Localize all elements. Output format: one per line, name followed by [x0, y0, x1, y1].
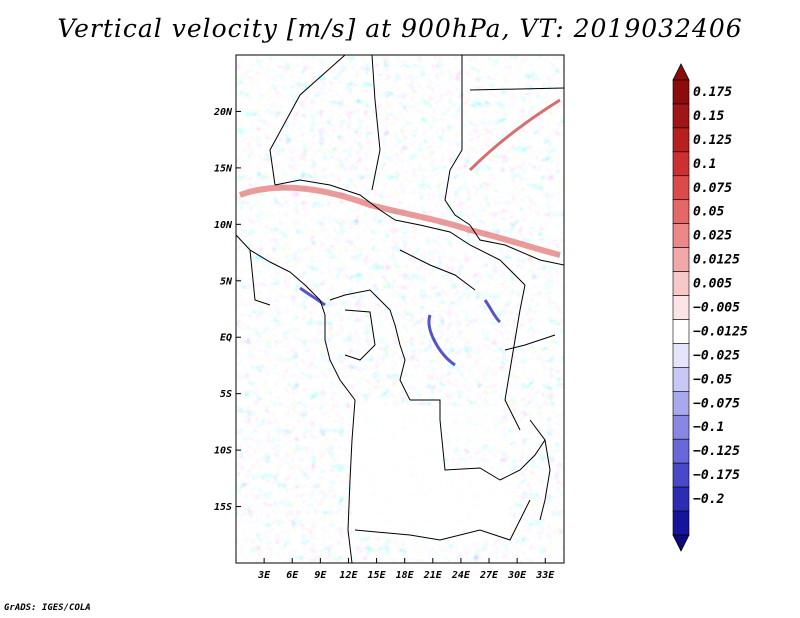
lat-tick-label: 20N — [213, 107, 233, 118]
lon-tick-label: 3E — [257, 570, 271, 581]
colorbar-swatch — [672, 247, 690, 272]
colorbar-swatch — [672, 295, 690, 320]
colorbar-swatch — [672, 438, 690, 464]
colorbar-label: 0.175 — [693, 85, 732, 100]
colorbar-swatch — [672, 103, 690, 129]
lat-tick-label: EQ — [220, 333, 232, 344]
colorbar-swatch — [672, 367, 690, 392]
colorbar-label: 0.05 — [693, 205, 724, 220]
colorbar-label: 0.075 — [693, 181, 732, 196]
colorbar-label: 0.1 — [693, 157, 716, 172]
colorbar-top-arrow — [672, 63, 690, 81]
colorbar-label: 0.025 — [693, 229, 732, 244]
colorbar-label: −0.0125 — [693, 324, 748, 339]
country-borders — [236, 55, 564, 563]
colorbar-label: −0.005 — [693, 301, 740, 316]
colorbar-label: −0.2 — [693, 492, 724, 507]
colorbar-label: −0.175 — [693, 468, 740, 483]
colorbar-swatch — [672, 199, 690, 224]
colorbar-swatch — [672, 271, 690, 296]
map-frame — [235, 54, 565, 564]
colorbar-label: −0.025 — [693, 348, 740, 363]
lon-tick-label: 18E — [396, 570, 415, 581]
colorbar-swatch — [672, 127, 690, 153]
colorbar-label: −0.125 — [693, 444, 740, 459]
colorbar-swatch — [672, 175, 690, 201]
lon-tick-label: 21E — [423, 570, 443, 581]
quiet-region-south — [352, 405, 510, 545]
lat-tick-label: 15S — [214, 502, 232, 513]
colorbar-swatch — [672, 319, 690, 344]
colorbar-bottom-arrow — [672, 534, 690, 552]
grads-credit: GrADS: IGES/COLA — [4, 603, 91, 613]
lon-tick-label: 24E — [451, 570, 471, 581]
lat-tick-label: 10N — [214, 220, 233, 231]
colorbar-label: 0.005 — [693, 277, 732, 292]
lon-tick-label: 15E — [368, 570, 387, 581]
lat-tick-label: 15N — [214, 163, 233, 174]
colorbar-swatch — [672, 486, 690, 512]
colorbar-label: −0.075 — [693, 396, 740, 411]
lat-tick-label: 5N — [220, 276, 233, 287]
latitude-axis: 20N 15N 10N 5N EQ 5S 10S 15S — [213, 107, 241, 513]
chart-title: Vertical velocity [m/s] at 900hPa, VT: 2… — [57, 14, 743, 43]
lat-tick-label: 5S — [220, 389, 232, 400]
colorbar-swatch — [672, 151, 690, 177]
colorbar-label: −0.05 — [693, 372, 732, 387]
colorbar-label: 0.15 — [693, 109, 724, 124]
lon-tick-label: 9E — [314, 570, 327, 581]
colorbar-swatch — [672, 79, 690, 105]
colorbar-label: 0.0125 — [693, 253, 740, 268]
longitude-axis: 3E 6E 9E 12E 15E 18E 21E 24E 27E 30E 33E — [257, 558, 555, 581]
lon-tick-label: 30E — [507, 570, 527, 581]
colorbar-swatch — [672, 223, 690, 248]
lon-tick-label: 6E — [286, 570, 299, 581]
lon-tick-label: 27E — [479, 570, 499, 581]
lat-tick-label: 10S — [214, 446, 232, 457]
colorbar-swatch — [672, 391, 690, 416]
colorbar-swatch — [672, 414, 690, 440]
lon-tick-label: 33E — [535, 570, 555, 581]
colorbar-label: −0.1 — [693, 420, 724, 435]
colorbar-swatch — [672, 343, 690, 368]
map-plot-area — [235, 54, 565, 564]
colorbar-label: 0.125 — [693, 133, 732, 148]
sahel-band — [238, 184, 561, 258]
colorbar-swatch — [672, 510, 690, 536]
colorbar: 0.175 0.15 0.125 0.1 0.075 0.05 0.025 0.0125 0.0… — [672, 63, 748, 552]
lon-tick-label: 12E — [339, 570, 358, 581]
northeast-band — [468, 98, 561, 172]
colorbar-swatch — [672, 462, 690, 488]
